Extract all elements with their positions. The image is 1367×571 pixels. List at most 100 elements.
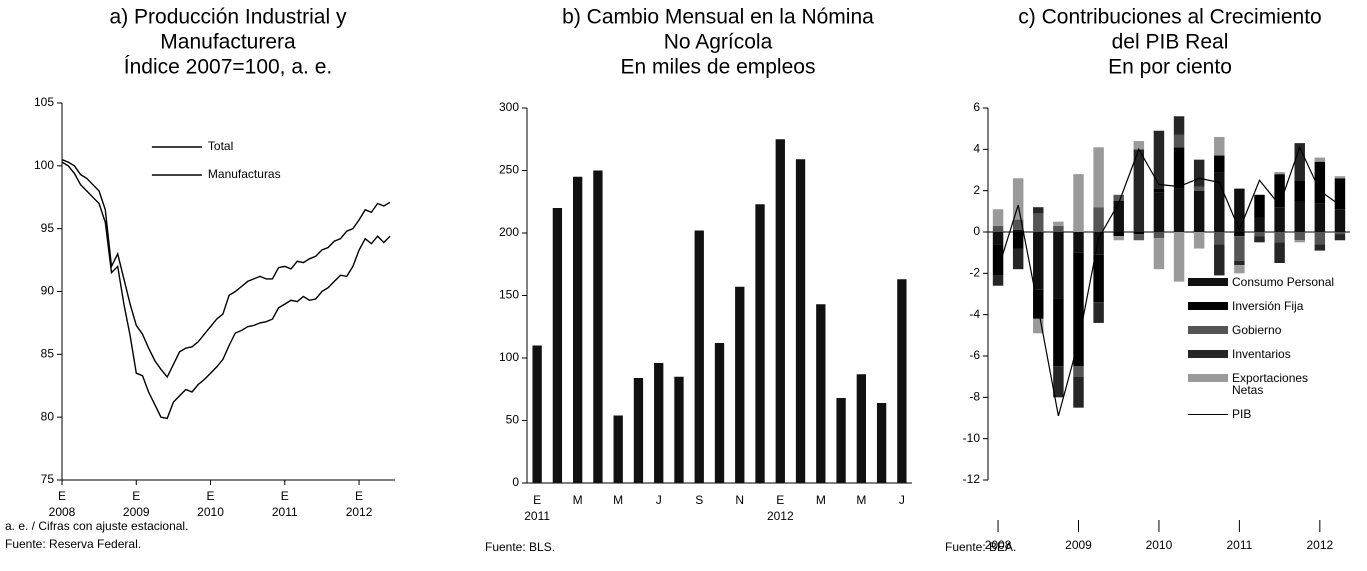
y-tick-label: 95 [41, 221, 55, 235]
x-tick-label: 2008 [49, 505, 76, 519]
y-tick-label: -4 [969, 307, 980, 321]
x-tick-label: 2009 [1065, 538, 1092, 552]
bar-segment [1133, 141, 1145, 150]
x-tick-label: J [656, 493, 662, 507]
x-tick-label: J [899, 493, 905, 507]
bar-segment [1274, 242, 1285, 263]
legend-swatch [1188, 414, 1228, 415]
bar [593, 170, 603, 483]
bar [714, 343, 725, 483]
y-tick-label: -12 [963, 472, 981, 486]
chart-title: c) Contribuciones al Crecimiento [1018, 6, 1321, 29]
bar [613, 415, 623, 483]
bar-segment [1133, 234, 1145, 241]
bar [572, 176, 583, 483]
bar-segment [1153, 130, 1165, 189]
y-tick-label: 4 [973, 142, 980, 156]
footnote: Fuente: BEA. [945, 540, 1016, 554]
bar-segment [1133, 232, 1145, 235]
x-tick-label: S [695, 493, 703, 507]
bar [552, 208, 563, 483]
bar-segment [992, 225, 1004, 232]
bar-segment [1012, 232, 1024, 249]
bar-segment [992, 209, 1004, 226]
bar-segment [1193, 232, 1205, 249]
x-tick-label: 2012 [346, 505, 373, 519]
bar-segment [1214, 244, 1225, 276]
bar-segment [1093, 232, 1104, 255]
bar-segment [1113, 201, 1124, 232]
bar-segment [1033, 232, 1044, 290]
x-tick-label: E [132, 489, 140, 503]
chart-title: No Agrícola [664, 31, 773, 54]
bar-segment [1234, 236, 1245, 261]
x-tick-label: M [856, 493, 866, 507]
bar [633, 378, 644, 483]
bar-segment [1053, 366, 1064, 398]
legend: Consumo Personal Inversión Fija Gobierno In… [1188, 276, 1358, 420]
bar-segment [1153, 232, 1165, 239]
bar [694, 230, 704, 483]
chart-title: Manufacturera [160, 31, 296, 54]
bar-segment [1234, 188, 1245, 232]
bar-segment [1073, 376, 1084, 408]
bar-segment [1073, 366, 1084, 377]
legend-swatch [1188, 302, 1228, 310]
bar-segment [1254, 194, 1265, 218]
bar-segment [1254, 232, 1265, 237]
series-line [61, 161, 391, 420]
legend-swatch [1188, 350, 1228, 358]
bar-segment [1294, 143, 1305, 181]
legend-label: Manufacturas [208, 167, 281, 181]
bar [532, 345, 542, 483]
footnote: Fuente: Reserva Federal. [5, 537, 141, 551]
x-tick-label: E [58, 489, 66, 503]
bar-segment [1214, 172, 1225, 232]
bar-segment [1173, 232, 1185, 282]
bar-segment [1113, 194, 1124, 201]
x-tick-label: E [207, 489, 215, 503]
legend-label: Exportaciones Netas [1232, 371, 1309, 397]
x-tick-label: E [281, 489, 289, 503]
y-tick-label: 250 [499, 163, 519, 177]
bar-segment [1214, 155, 1225, 173]
bar-segment [1153, 238, 1165, 270]
bar-segment [1334, 178, 1346, 210]
legend-label: Consumo Personal [1232, 275, 1335, 289]
bar-segment [1193, 159, 1205, 187]
bar-segment [1053, 225, 1064, 232]
y-tick-label: 300 [499, 100, 519, 114]
y-tick-label: 150 [499, 288, 519, 302]
bar [775, 139, 785, 483]
y-tick-label: -2 [969, 266, 980, 280]
legend-label: PIB [1232, 407, 1252, 421]
x-tick-label: M [573, 493, 583, 507]
bar-segment [1012, 229, 1024, 232]
bar-segment [1274, 207, 1285, 232]
bar [795, 159, 806, 483]
bar-segment [1033, 318, 1044, 334]
bar-segment [1033, 207, 1044, 214]
x-year-label: 2012 [767, 509, 794, 523]
bar [674, 376, 684, 483]
bar-segment [1093, 302, 1104, 323]
bar [836, 398, 846, 483]
bar [755, 204, 765, 483]
chart-subtitle: En por ciento [1108, 56, 1232, 79]
legend-label: Total [208, 139, 233, 153]
x-tick-label: E [776, 493, 784, 507]
chart-subtitle: Índice 2007=100, a. e. [124, 56, 332, 79]
y-tick-label: 200 [499, 225, 519, 239]
y-tick-label: 85 [41, 347, 55, 361]
y-tick-label: 100 [34, 158, 54, 172]
bar-segment [1173, 147, 1185, 189]
bar-segment [1294, 201, 1305, 232]
bar-segment [1193, 190, 1205, 232]
bar-segment [1234, 232, 1245, 237]
legend-item: Inversión Fija [1188, 300, 1358, 312]
bar-segment [1334, 232, 1346, 235]
bar-segment [1334, 176, 1346, 179]
legend-item: Inventarios [1188, 348, 1358, 360]
